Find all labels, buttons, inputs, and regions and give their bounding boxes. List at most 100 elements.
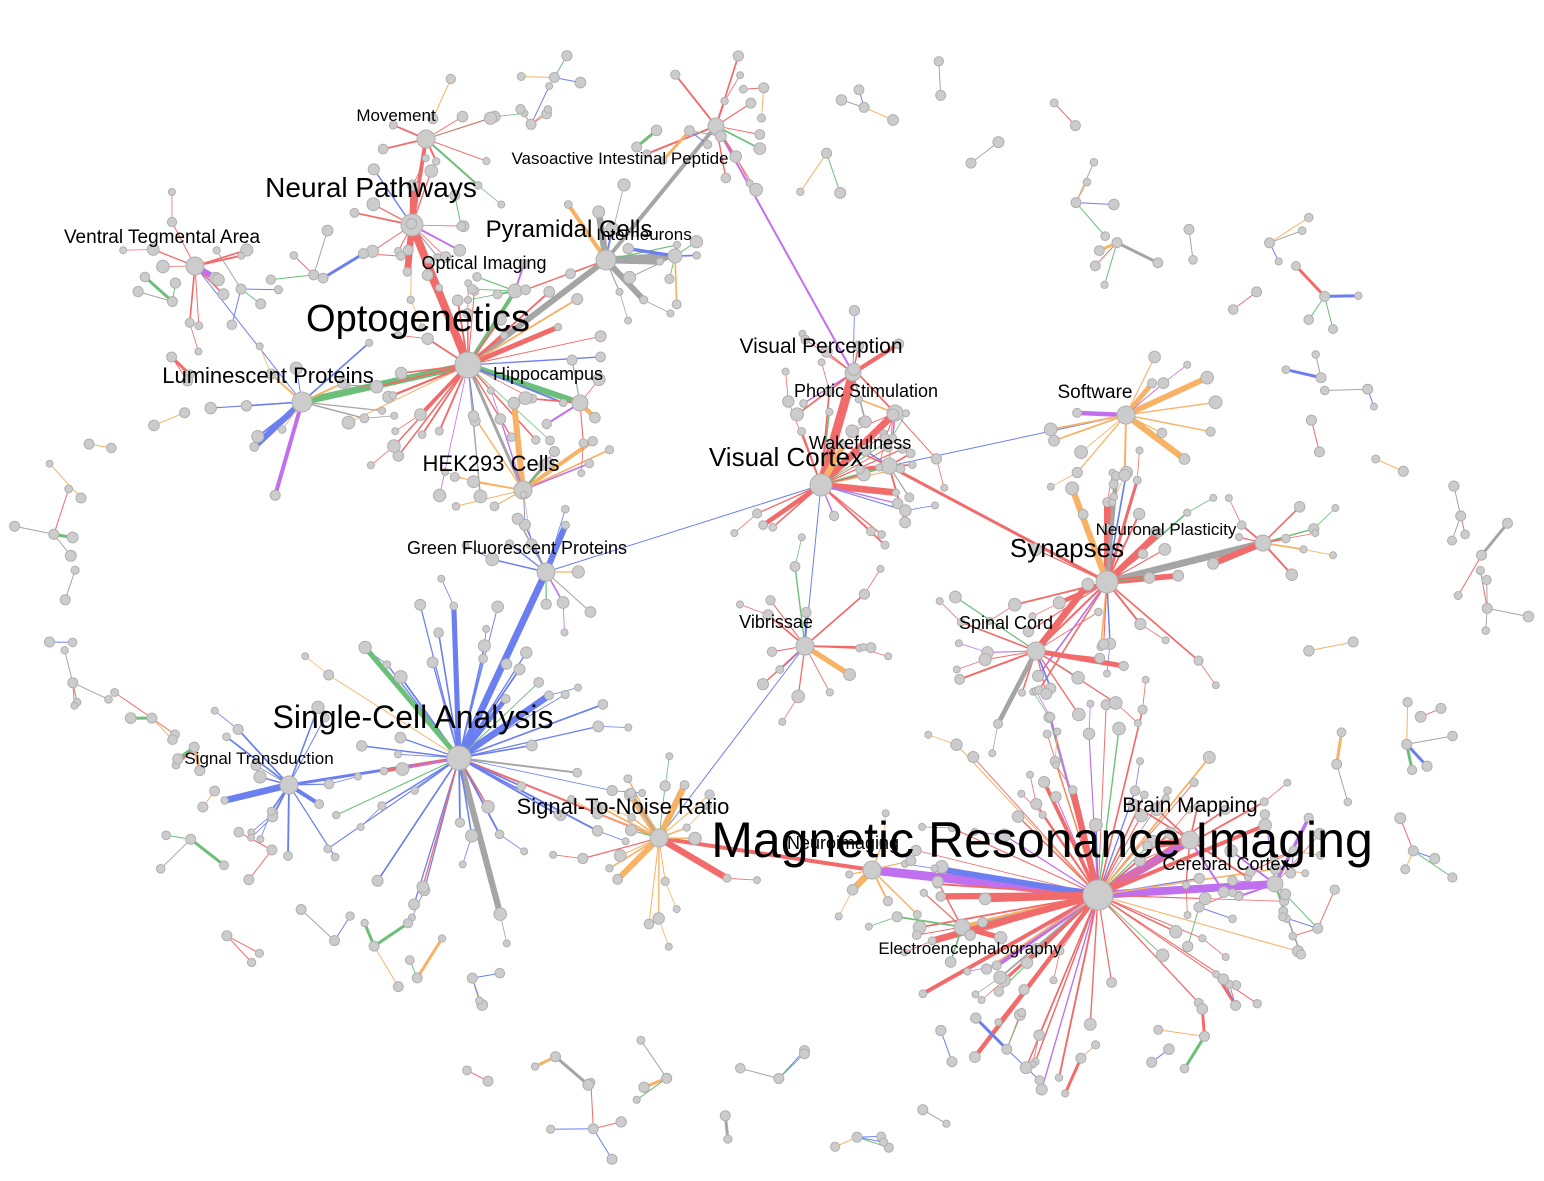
peripheral-leaf-64-1 [1281,365,1291,375]
leaf-node-vta-0 [166,216,178,228]
leaf-node-vcortex-14 [877,530,886,539]
twig-node-plast-5 [1331,504,1340,512]
peripheral-edge-44-1 [321,252,365,280]
leaf-node-inter-3 [689,235,704,249]
spoke-mri-57 [1069,786,1102,899]
peripheral-leaf-13-1 [1034,1075,1045,1086]
leaf-node-opto-23 [506,432,517,443]
peripheral-edge-28-0 [248,849,273,881]
peripheral-leaf-49-2 [516,72,526,81]
hub-node-movement [416,129,436,149]
spoke-eeg-2 [937,880,963,928]
leaf-node-mri-33 [1106,977,1117,988]
twig-node-mri-44 [924,730,933,739]
label-luminescent-proteins: Luminescent Proteins [162,363,374,388]
leaf-node-syn-25 [1134,617,1147,631]
peripheral-edge-21-0 [554,1055,590,1087]
leaf-node-mri-40 [978,892,992,906]
peripheral-leaf-62-0 [1227,304,1239,315]
twig-node-single-22 [502,939,511,948]
leaf-node-plast-7 [1281,533,1291,544]
peripheral-leaf-3-2 [1447,730,1458,742]
spoke-brainmap-4 [1189,839,1225,893]
leaf-node-single-2 [379,766,389,776]
leaf-node-mri-39 [1042,729,1052,739]
leaf-node-single-12 [572,767,583,778]
twig-node-vib-13 [876,564,885,573]
peripheral-leaf-46-0 [456,221,467,232]
twig-node-snr-16 [665,752,674,761]
peripheral-leaf-4-1 [1343,797,1353,807]
peripheral-leaf-64-0 [1311,350,1320,359]
twig-neural-5 [410,299,423,328]
twig-mri-57 [1055,764,1074,791]
peripheral-node-49 [548,72,560,83]
leaf-node-snr-7 [682,823,691,832]
peripheral-leaf-51-1 [658,156,668,166]
peripheral-leaf-28-0 [243,874,255,886]
spoke-mri-64 [1097,894,1285,902]
spoke-spinal-7 [995,648,1039,727]
leaf-node-single-0 [371,874,384,887]
spoke-hek-7 [472,415,524,491]
label-photic-stimulation: Photic Stimulation [794,381,938,401]
hub-node-neuroimg [862,860,882,880]
leaf-node-gfp-4 [561,520,570,530]
twig-node-neural-8 [421,154,430,163]
leaf-node-syn-20 [1102,523,1112,533]
spoke-mri-17 [1097,894,1200,1004]
leaf-node-soft-2 [1072,407,1083,418]
leaf-node-soft-8 [1147,378,1158,389]
peripheral-leaf-20-1 [606,1153,618,1165]
peripheral-leaf-56-0 [992,136,1005,149]
peripheral-leaf-7-0 [1279,888,1292,901]
leaf-node-snr-3 [605,864,614,873]
spoke-snr-0 [655,781,688,842]
leaf-node-neuroimg-1 [878,838,888,848]
peripheral-leaf-66-0 [1305,414,1318,426]
peripheral-edge-20-2 [550,1128,594,1130]
spoke-opto-28 [467,364,565,404]
leaf-node-ccortex-6 [1233,891,1244,902]
spoke-mri-51 [1096,823,1268,897]
peripheral-edge-27-1 [226,935,260,954]
leaf-node-single-4 [494,829,505,840]
leaf-node-single-5 [408,898,420,911]
leaf-node-syn-15 [1098,638,1110,650]
leaf-node-syn-13 [1158,543,1172,556]
leaf-node-vta-7 [194,321,204,331]
peripheral-leaf-69-0 [1453,591,1463,600]
twig-node-mri-3 [1283,778,1292,787]
label-synapses: Synapses [1010,533,1124,563]
hub-link-opto-neural [408,221,472,369]
peripheral-edge-4-1 [1336,763,1349,803]
leaf-node-syn-0 [1183,508,1192,517]
peripheral-leaf-57-0 [1049,98,1059,108]
peripheral-node-52 [758,82,770,94]
twig-node-vip-7 [736,71,745,80]
spoke-single-25 [437,631,460,759]
leaf-node-vib-6 [775,665,785,674]
leaf-node-hek-9 [449,472,460,482]
leaf-node-wake-6 [859,444,872,457]
spoke-soft-1 [1053,414,1127,442]
peripheral-leaf-6-3 [1245,866,1256,877]
leaf-node-wake-2 [905,448,916,459]
twig-node-photic-2 [875,463,884,472]
peripheral-node-27 [221,930,233,942]
peripheral-node-63 [1319,290,1331,302]
leaf-node-pyr-1 [563,200,573,209]
twig-node-vib-2 [884,652,893,661]
peripheral-edge-36-2 [14,525,55,535]
peripheral-node-31 [188,741,200,753]
peripheral-edge-17-2 [739,1067,780,1079]
peripheral-node-39 [179,407,191,419]
leaf-node-opto-29 [421,332,434,345]
peripheral-edge-55-0 [938,60,942,96]
twig-node-single-40 [458,860,467,869]
twig-node-spinal-10 [935,597,944,606]
twig-node-spinal-7 [988,749,997,758]
leaf-node-opto-7 [594,330,607,343]
twig-optimg-1 [467,293,498,301]
leaf-node-sigtrans-7 [311,700,325,715]
